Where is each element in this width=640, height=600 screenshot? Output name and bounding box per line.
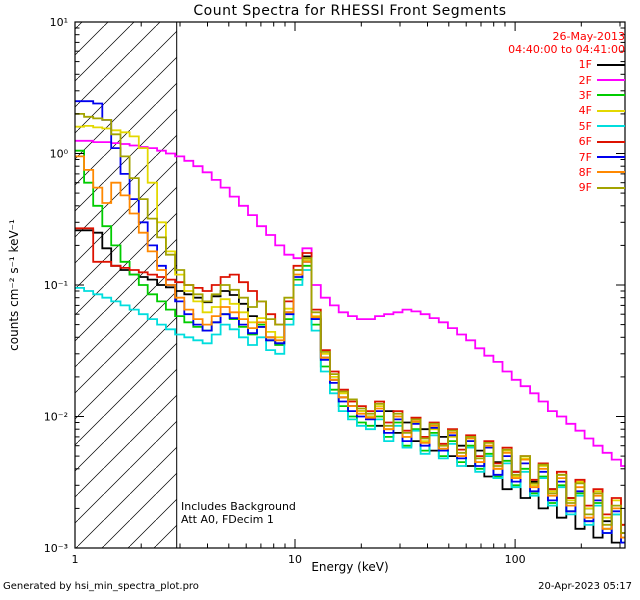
legend-label: 3F	[578, 88, 592, 102]
legend-label: 6F	[578, 135, 592, 149]
y-tick-label: 10⁻¹	[44, 279, 68, 292]
y-tick-label: 10⁻²	[44, 411, 68, 424]
legend-label: 2F	[578, 73, 592, 87]
attenuator-note: Att A0, FDecim 1	[181, 513, 274, 526]
legend-label: 7F	[578, 150, 592, 164]
legend-entry-3F: 3F	[579, 88, 625, 103]
series-9F	[75, 113, 625, 534]
observation-time-range: 04:40:00 to 04:41:00	[508, 43, 625, 56]
x-tick-label: 1	[72, 553, 79, 566]
legend-color-swatch	[597, 186, 625, 189]
legend-label: 1F	[578, 58, 592, 72]
generator-credit: Generated by hsi_min_spectra_plot.pro	[3, 581, 199, 592]
tick-labels: 1 10 100 10¹ 10⁰ 10⁻¹ 10⁻² 10⁻³	[44, 16, 526, 566]
legend-entry-8F: 8F	[579, 165, 625, 180]
series-group	[75, 100, 625, 544]
legend-color-swatch	[597, 63, 625, 66]
legend-label: 9F	[578, 181, 592, 195]
plot-frame	[74, 21, 626, 549]
legend-color-swatch	[597, 109, 625, 112]
y-tick-label: 10⁻³	[44, 542, 68, 555]
legend-color-swatch	[597, 79, 625, 82]
legend-label: 4F	[578, 104, 592, 118]
x-tick-label: 100	[505, 553, 526, 566]
legend-entry-1F: 1F	[579, 57, 625, 72]
series-2F	[75, 139, 625, 467]
legend-entry-2F: 2F	[579, 72, 625, 87]
y-axis-label: counts cm⁻² s⁻¹ keV⁻¹	[7, 219, 21, 351]
legend-entry-5F: 5F	[579, 119, 625, 134]
legend-color-swatch	[597, 171, 625, 174]
legend-color-swatch	[597, 140, 625, 143]
legend-color-swatch	[597, 125, 625, 128]
legend-entry-4F: 4F	[579, 103, 625, 118]
y-tick-label: 10¹	[50, 16, 68, 29]
background-note: Includes Background	[181, 500, 296, 513]
observation-date: 26-May-2013	[552, 30, 625, 43]
legend-label: 8F	[578, 165, 592, 179]
legend-color-swatch	[597, 156, 625, 159]
series-3F	[75, 149, 625, 539]
legend-entry-6F: 6F	[579, 134, 625, 149]
y-tick-label: 10⁰	[50, 148, 69, 161]
page-title: Count Spectra for RHESSI Front Segments	[193, 3, 507, 19]
legend-color-swatch	[597, 94, 625, 97]
series-8F	[75, 155, 625, 539]
legend-label: 5F	[578, 119, 592, 133]
legend-entry-7F: 7F	[579, 149, 625, 164]
generation-timestamp: 20-Apr-2023 05:17	[538, 581, 632, 592]
x-axis-label: Energy (keV)	[311, 560, 389, 574]
legend: 1F 2F 3F 4F 5F 6F 7F 8F 9F	[579, 57, 625, 196]
x-tick-label: 10	[288, 553, 302, 566]
legend-entry-9F: 9F	[579, 180, 625, 195]
series-5F	[75, 269, 625, 544]
